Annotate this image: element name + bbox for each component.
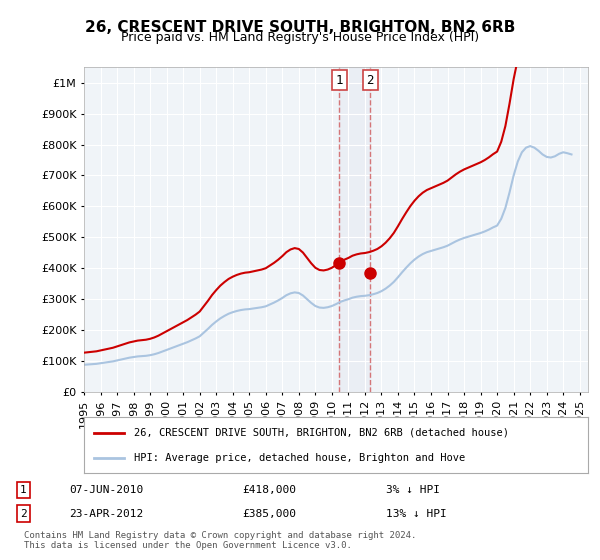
Text: 23-APR-2012: 23-APR-2012	[70, 508, 144, 519]
Text: 2: 2	[20, 508, 27, 519]
Text: Contains HM Land Registry data © Crown copyright and database right 2024.
This d: Contains HM Land Registry data © Crown c…	[23, 530, 416, 550]
Text: 3% ↓ HPI: 3% ↓ HPI	[386, 485, 440, 495]
Bar	[339, 67, 370, 392]
Text: £385,000: £385,000	[242, 508, 296, 519]
Text: 07-JUN-2010: 07-JUN-2010	[70, 485, 144, 495]
Text: 1: 1	[20, 485, 27, 495]
Text: 2: 2	[366, 74, 374, 87]
Text: 1: 1	[335, 74, 343, 87]
Text: £418,000: £418,000	[242, 485, 296, 495]
Text: Price paid vs. HM Land Registry's House Price Index (HPI): Price paid vs. HM Land Registry's House …	[121, 31, 479, 44]
Text: 26, CRESCENT DRIVE SOUTH, BRIGHTON, BN2 6RB: 26, CRESCENT DRIVE SOUTH, BRIGHTON, BN2 …	[85, 20, 515, 35]
Text: 13% ↓ HPI: 13% ↓ HPI	[386, 508, 447, 519]
Text: 26, CRESCENT DRIVE SOUTH, BRIGHTON, BN2 6RB (detached house): 26, CRESCENT DRIVE SOUTH, BRIGHTON, BN2 …	[134, 428, 509, 438]
Text: HPI: Average price, detached house, Brighton and Hove: HPI: Average price, detached house, Brig…	[134, 452, 466, 463]
